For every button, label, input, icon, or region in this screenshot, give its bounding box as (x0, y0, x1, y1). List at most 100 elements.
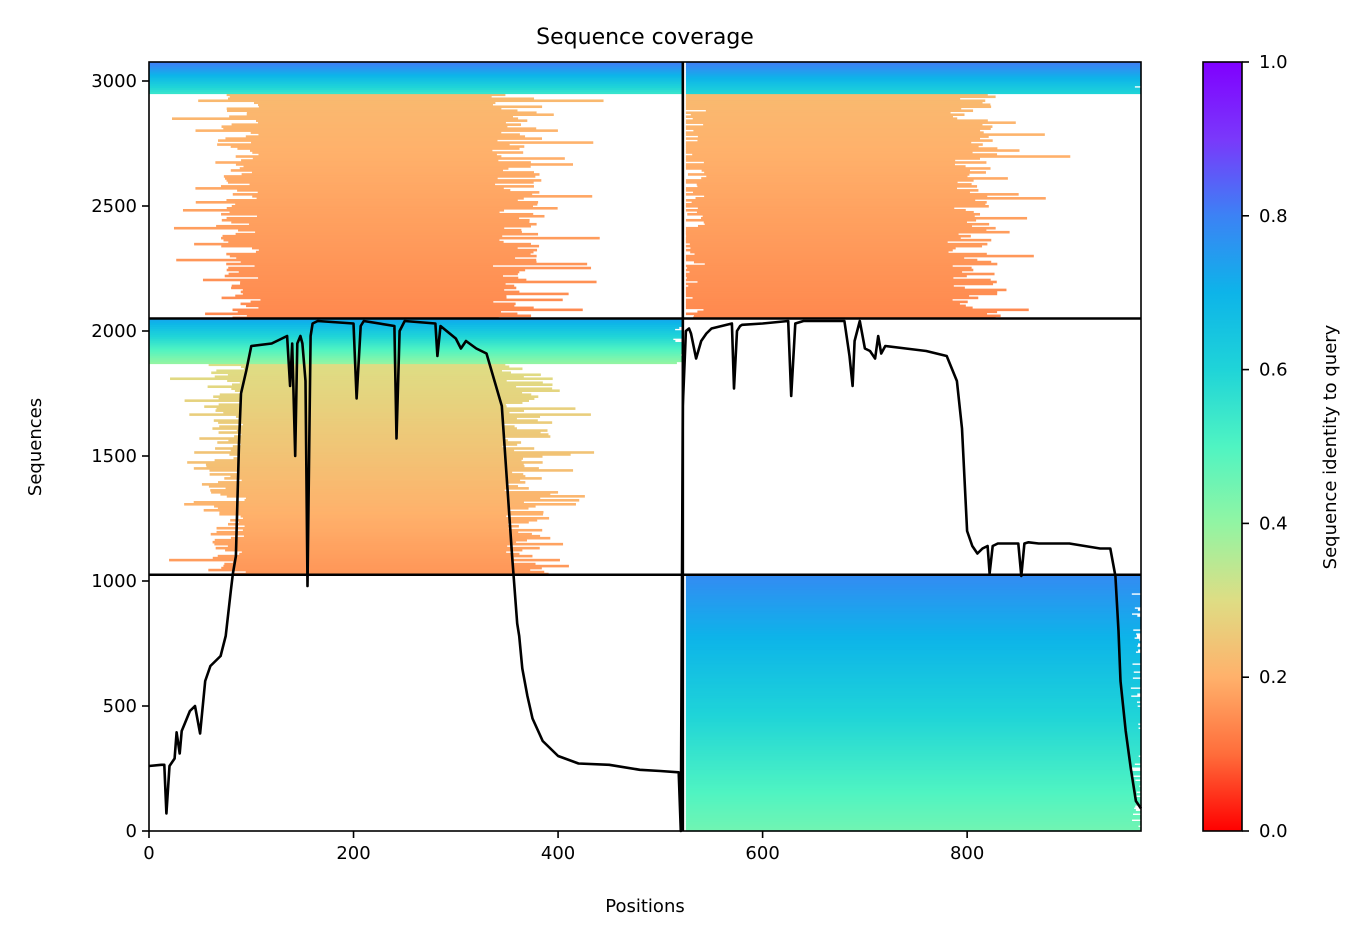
coverage-row (685, 238, 992, 242)
coverage-row (685, 302, 960, 306)
coverage-row (229, 115, 513, 118)
coverage-row (685, 726, 1139, 730)
coverage-row (258, 133, 520, 136)
coverage-row (227, 379, 507, 383)
coverage-row (209, 473, 524, 476)
coverage-row (220, 185, 534, 188)
coverage-row (685, 806, 1135, 810)
coverage-row (685, 698, 1141, 702)
coverage-row (198, 99, 604, 103)
coverage-row (685, 133, 1045, 136)
coverage-row (706, 175, 968, 178)
coverage-row (685, 784, 1140, 788)
coverage-row (257, 191, 540, 194)
coverage-row (685, 272, 995, 276)
coverage-row (685, 155, 1071, 158)
coverage-row (685, 181, 958, 184)
coverage-row (692, 191, 970, 194)
coverage-row (221, 212, 534, 216)
coverage-row (228, 522, 509, 526)
coverage-row (242, 391, 523, 394)
coverage-row (685, 614, 1138, 618)
coverage-row (149, 79, 683, 83)
coverage-row (685, 760, 1141, 764)
coverage-row (219, 425, 515, 428)
y-tick-label: 2000 (91, 321, 137, 342)
coverage-row (203, 508, 510, 512)
coverage-row (685, 101, 983, 105)
coverage-row (685, 778, 1136, 782)
coverage-row (685, 676, 1133, 680)
coverage-row (217, 143, 510, 146)
coverage-row (685, 622, 1141, 626)
coverage-row (685, 638, 1140, 642)
coverage-row (685, 692, 1138, 696)
coverage-row (685, 268, 974, 272)
coverage-row (224, 477, 542, 480)
coverage-row (226, 93, 506, 97)
coverage-row (241, 365, 510, 369)
coverage-row (250, 300, 494, 304)
coverage-row (685, 796, 1141, 800)
coverage-row (149, 341, 683, 345)
coverage-row (169, 558, 560, 562)
coverage-row (685, 193, 1019, 196)
coverage-row (231, 220, 530, 224)
coverage-row (231, 387, 553, 391)
coverage-row (685, 71, 1141, 75)
coverage-row (149, 73, 683, 77)
coverage-row (149, 322, 683, 325)
coverage-row (685, 145, 979, 148)
coverage-row (232, 308, 583, 312)
coverage-row (685, 93, 988, 97)
coverage-row (685, 79, 1141, 83)
coverage-row (195, 201, 539, 204)
coverage-row (219, 510, 544, 514)
coverage-row (685, 83, 1141, 87)
coverage-row (228, 272, 518, 276)
coverage-row (685, 107, 962, 111)
coverage-row (149, 67, 683, 71)
coverage-row (149, 340, 676, 343)
coverage-row (697, 224, 973, 228)
coverage-row (685, 662, 1133, 666)
coverage-row (258, 121, 506, 124)
coverage-row (218, 431, 541, 434)
coverage-row (685, 264, 953, 268)
y-tick-label: 1000 (91, 571, 137, 592)
coverage-row (213, 395, 539, 398)
coverage-row (685, 87, 1141, 91)
coverage-row (685, 97, 961, 101)
coverage-row (208, 568, 531, 572)
coverage-row (685, 788, 1141, 792)
coverage-block (149, 62, 683, 95)
coverage-row (211, 371, 511, 375)
coverage-row (685, 626, 1141, 630)
coverage-row (685, 706, 1141, 710)
coverage-row (685, 790, 1137, 794)
coverage-row (193, 467, 539, 470)
coverage-row (685, 704, 1138, 708)
coverage-row (691, 201, 987, 204)
coverage-row (187, 461, 543, 464)
coverage-row (685, 652, 1141, 656)
coverage-row (685, 644, 1138, 648)
coverage-row (230, 536, 551, 540)
coverage-row (704, 195, 988, 198)
coverage-row (240, 443, 518, 446)
coverage-row (205, 312, 518, 316)
coverage-row (250, 131, 502, 134)
coverage-row (170, 377, 553, 381)
coverage-row (241, 433, 549, 436)
coverage-row (685, 179, 974, 182)
coverage-row (149, 332, 683, 335)
coverage-row (149, 343, 683, 347)
coverage-row (685, 232, 959, 236)
coverage-row (214, 542, 564, 546)
coverage-row (685, 300, 968, 304)
coverage-row (685, 288, 1007, 292)
coverage-row (149, 75, 683, 79)
coverage-row (693, 129, 981, 132)
coverage-row (685, 143, 983, 146)
